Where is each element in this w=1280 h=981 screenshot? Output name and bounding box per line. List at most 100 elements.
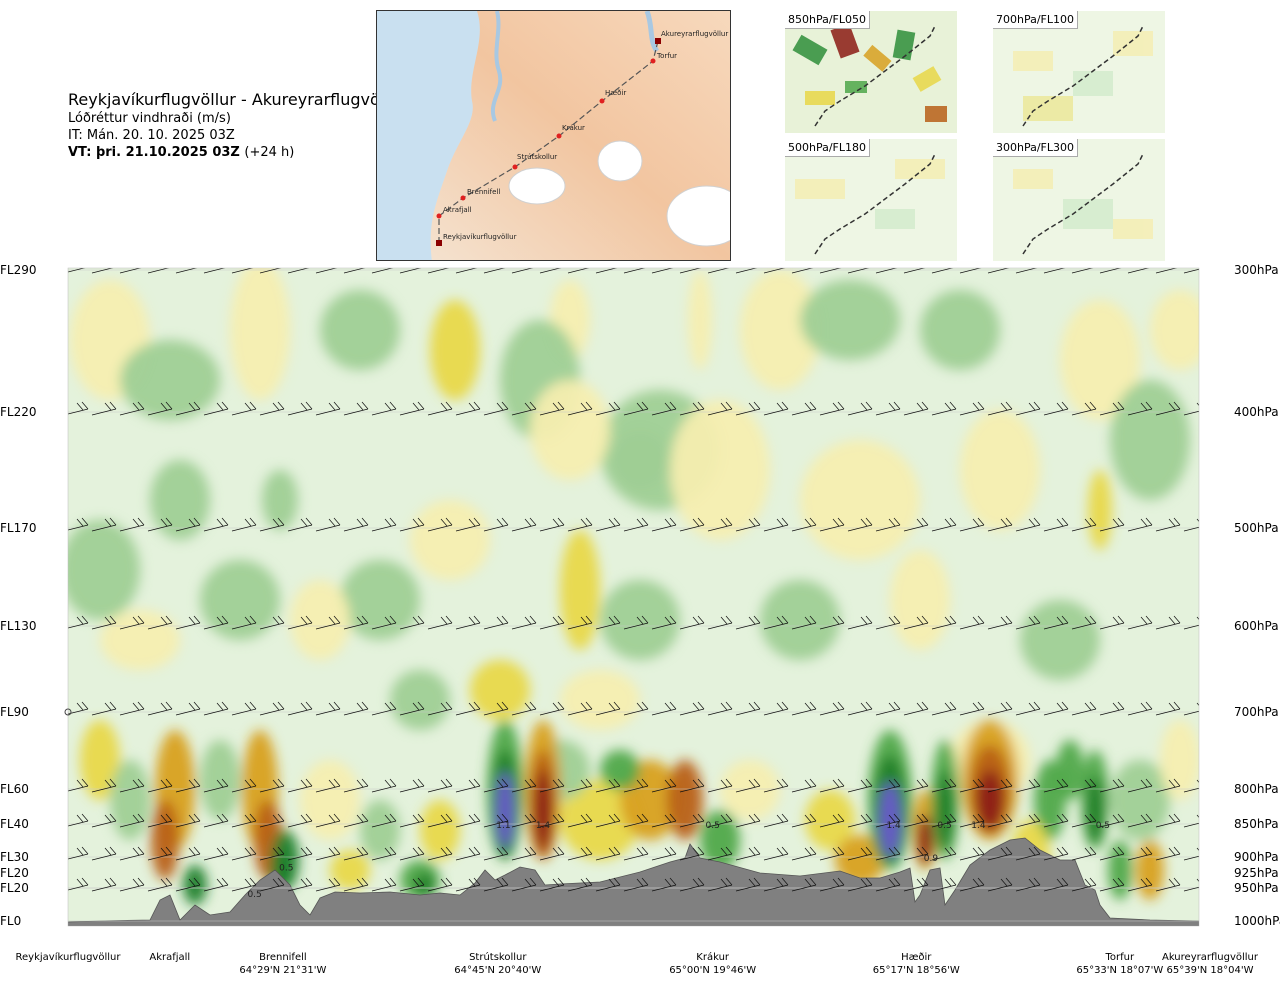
wind-barb <box>511 846 537 861</box>
wind-barb <box>1183 779 1199 793</box>
wind-barb <box>539 401 565 416</box>
wind-barb <box>1127 846 1153 861</box>
wind-barb <box>623 401 649 416</box>
wind-barb <box>763 517 789 532</box>
wind-barb <box>651 877 677 892</box>
wind-barb <box>791 268 814 274</box>
wind-barb <box>68 401 89 415</box>
wind-barb <box>36 260 60 273</box>
wind-barb <box>511 701 537 716</box>
field-cell <box>560 670 640 730</box>
wind-barb <box>1043 701 1069 716</box>
wind-barb <box>1127 517 1153 532</box>
wind-barb <box>147 846 173 861</box>
wind-barb <box>483 401 509 416</box>
wind-barb <box>36 402 60 415</box>
field-cell <box>1060 300 1140 420</box>
wind-barb <box>987 813 1013 828</box>
wind-barb <box>483 813 509 828</box>
eyjafjordur <box>644 11 660 53</box>
wind-barb <box>847 615 873 630</box>
wind-barb <box>819 813 845 828</box>
wind-barb <box>819 877 845 892</box>
wind-barb <box>791 615 817 630</box>
contour-label: 0.5 <box>937 821 951 831</box>
wind-barb <box>679 813 705 828</box>
wind-barb <box>595 268 618 274</box>
wind-barb <box>1155 846 1181 861</box>
wind-barb <box>931 701 957 716</box>
wind-barb <box>91 877 117 892</box>
wind-barb <box>175 813 201 828</box>
wind-barb <box>819 846 845 861</box>
wind-barb <box>287 701 313 716</box>
wind-barb <box>399 846 425 861</box>
wind-barb <box>231 877 257 892</box>
level-lines <box>68 269 1199 922</box>
wind-barb <box>175 846 201 861</box>
wind-barb <box>987 877 1013 892</box>
wind-barb <box>427 615 453 630</box>
fjord <box>491 11 503 122</box>
wind-barb <box>315 701 341 716</box>
wind-barb <box>455 846 481 861</box>
mini-map-700-svg <box>993 11 1165 133</box>
wind-barb <box>455 701 481 716</box>
wind-barb <box>735 517 761 532</box>
wind-barb <box>567 268 590 274</box>
wind-barb <box>1099 846 1125 861</box>
wind-barb <box>231 701 257 716</box>
wind-barb <box>287 517 313 532</box>
field-cell <box>1086 776 1104 844</box>
wind-barb <box>259 778 285 793</box>
waypoint-marker-akureyri <box>655 38 661 44</box>
fl-label: FL20 <box>0 866 29 880</box>
wind-barb <box>231 846 257 861</box>
wind-barb <box>511 813 537 828</box>
wind-barb <box>1099 517 1125 532</box>
wind-barb <box>511 268 534 274</box>
wind-barb <box>1099 401 1125 416</box>
wind-barb <box>119 701 145 716</box>
map-label-krakur: Krákur <box>562 124 585 132</box>
wind-barb <box>623 846 649 861</box>
waypoint-marker-reykjavik <box>436 240 442 246</box>
wind-barb <box>315 877 341 892</box>
wind-barb <box>1015 701 1041 716</box>
route-map-svg: Reykjavíkurflugvöllur Akrafjall Brennife… <box>377 11 730 260</box>
field-cell <box>1150 290 1199 370</box>
fl-label: FL170 <box>0 521 37 535</box>
map-label-reykjavik: Reykjavíkurflugvöllur <box>443 233 517 241</box>
wind-barb <box>343 701 369 716</box>
wind-barb <box>595 517 621 532</box>
wind-barb <box>651 401 677 416</box>
waypoint-coord: 65°39'N 18°04'W <box>1167 965 1254 976</box>
field-cell <box>960 410 1040 530</box>
wind-barb <box>1043 401 1069 416</box>
wind-barb <box>343 778 369 793</box>
wind-barb <box>707 778 733 793</box>
wind-barb <box>903 701 929 716</box>
wind-barb <box>567 877 593 892</box>
field-cell <box>1110 380 1190 500</box>
field-cell <box>534 770 552 850</box>
wind-barb <box>1099 701 1125 716</box>
wind-barb <box>875 877 901 892</box>
wind-barb <box>1043 778 1069 793</box>
wind-barb <box>343 615 369 630</box>
wind-barb <box>399 778 425 793</box>
valid-time-line: VT: þri. 21.10.2025 03Z (+24 h) <box>68 144 405 161</box>
mini-map-500: 500hPa/FL180 <box>785 139 957 261</box>
pressure-label: 1000hPa <box>1234 914 1280 928</box>
field-cell <box>936 770 954 850</box>
wind-barb <box>343 813 369 828</box>
wind-barb <box>119 517 145 532</box>
route-waypoint-markers <box>436 38 661 246</box>
wind-barb <box>539 877 565 892</box>
wind-barb <box>259 401 285 416</box>
wind-barb <box>287 846 313 861</box>
wind-barb <box>1127 813 1153 828</box>
wind-barb <box>959 268 982 274</box>
field-cell <box>800 440 920 560</box>
